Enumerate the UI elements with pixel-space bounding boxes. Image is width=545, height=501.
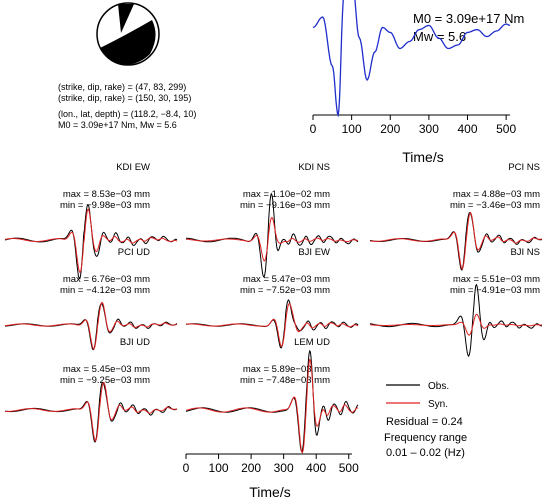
stf-mw-label: Mw = 5.6 xyxy=(413,29,466,44)
focal-mechanism-beachball xyxy=(96,2,160,66)
panel-title-bji-ew: BJI EW xyxy=(298,247,330,258)
panel-title-bji-ud: BJI UD xyxy=(120,337,150,348)
stf-tick-label-0: 0 xyxy=(310,122,317,136)
panel-max-bji-ns: max = 5.51e−03 mm xyxy=(453,274,540,285)
bottom-x-axis-label: Time/s xyxy=(249,484,290,500)
stf-curve xyxy=(312,0,511,118)
panel-title-bji-ns: BJI NS xyxy=(510,247,540,258)
panel-max-bji-ew: max = 5.47e−03 mm xyxy=(243,274,330,285)
bottom-time-axis: 0 100 200 300 400 500 Time/s xyxy=(183,453,359,500)
source-parameters: (strike, dip, rake) = (47, 83, 299) (str… xyxy=(58,82,196,130)
stf-ticks: 0 100 200 300 400 500 xyxy=(310,115,516,136)
panel-min-lem-ud: min = −7.48e−03 mm xyxy=(240,375,330,386)
stf-x-axis-label: Time/s xyxy=(402,149,443,165)
frequency-range-title: Frequency range xyxy=(384,432,467,444)
panel-min-bji-ns: min = −4.91e−03 mm xyxy=(450,285,540,296)
bottom-tick-label-400: 400 xyxy=(306,461,326,475)
panel-min-bji-ud: min = −9.25e−03 mm xyxy=(60,375,150,386)
strike-dip-rake-2: (strike, dip, rake) = (150, 30, 195) xyxy=(58,93,191,103)
obs-trace-bji-ew xyxy=(185,299,359,349)
panel-title-pci-ns: PCI NS xyxy=(508,162,540,173)
panel-max-pci-ns: max = 4.88e−03 mm xyxy=(453,189,540,200)
panel-max-lem-ud: max = 5.89e−03 mm xyxy=(243,364,330,375)
panel-max-kdi-ew: max = 8.53e−03 mm xyxy=(63,189,150,200)
syn-trace-kdi-ns xyxy=(186,216,359,262)
bottom-tick-label-500: 500 xyxy=(339,461,359,475)
panel-max-bji-ud: max = 5.45e−03 mm xyxy=(63,364,150,375)
syn-trace-lem-ud xyxy=(185,358,359,454)
syn-trace-bji-ns xyxy=(370,313,543,336)
bottom-tick-label-200: 200 xyxy=(241,461,261,475)
panel-min-pci-ud: min = −4.12e−03 mm xyxy=(60,285,150,296)
moment-magnitude: M0 = 3.09e+17 Nm, Mw = 5.6 xyxy=(58,120,177,130)
stf-tick-label-100: 100 xyxy=(342,122,362,136)
panel-max-kdi-ns: max = 1.10e−02 mm xyxy=(243,189,330,200)
bottom-tick-label-300: 300 xyxy=(274,461,294,475)
syn-trace-pci-ns xyxy=(369,211,543,270)
obs-trace-pci-ns xyxy=(369,211,543,271)
obs-trace-pci-ud xyxy=(5,303,178,351)
bottom-ticks: 0 100 200 300 400 500 xyxy=(183,454,359,475)
stf-tick-label-300: 300 xyxy=(419,122,439,136)
panel-min-kdi-ns: min = −9.16e−03 mm xyxy=(240,200,330,211)
source-time-function-panel: M0 = 3.09e+17 Nm Mw = 5.6 0 100 200 300 400 5… xyxy=(310,0,524,165)
panel-title-lem-ud: LEM UD xyxy=(294,337,330,348)
obs-trace-kdi-ew xyxy=(4,204,178,280)
syn-trace-bji-ew xyxy=(185,302,359,347)
obs-trace-kdi-ns xyxy=(186,192,359,278)
legend: Obs. Syn. Residual = 0.24 Frequency rang… xyxy=(384,381,467,459)
panel-title-kdi-ns: KDI NS xyxy=(298,162,330,173)
residual-label: Residual = 0.24 xyxy=(386,416,463,428)
frequency-range-value: 0.01 – 0.02 (Hz) xyxy=(386,447,465,459)
bottom-tick-label-0: 0 xyxy=(183,461,190,475)
stf-tick-label-200: 200 xyxy=(380,122,400,136)
legend-obs-label: Obs. xyxy=(428,381,449,392)
bottom-tick-label-100: 100 xyxy=(209,461,229,475)
syn-trace-kdi-ew xyxy=(4,208,178,273)
stf-m0-label: M0 = 3.09e+17 Nm xyxy=(413,11,524,26)
syn-trace-pci-ud xyxy=(4,301,178,350)
syn-trace-bji-ud xyxy=(5,381,178,442)
panel-min-bji-ew: min = −7.52e−03 mm xyxy=(240,285,330,296)
strike-dip-rake-1: (strike, dip, rake) = (47, 83, 299) xyxy=(58,82,186,92)
stf-tick-label-500: 500 xyxy=(496,122,516,136)
panel-min-kdi-ew: min = −9.98e−03 mm xyxy=(60,200,150,211)
location-depth: (lon., lat, depth) = (118.2, −8.4, 10) xyxy=(58,109,196,119)
stf-tick-label-400: 400 xyxy=(457,122,477,136)
panel-min-pci-ns: min = −3.46e−03 mm xyxy=(450,200,540,211)
panel-title-kdi-ew: KDI EW xyxy=(116,162,150,173)
panel-title-pci-ud: PCI UD xyxy=(118,247,150,258)
legend-syn-label: Syn. xyxy=(428,399,448,410)
panel-max-pci-ud: max = 6.76e−03 mm xyxy=(63,274,150,285)
